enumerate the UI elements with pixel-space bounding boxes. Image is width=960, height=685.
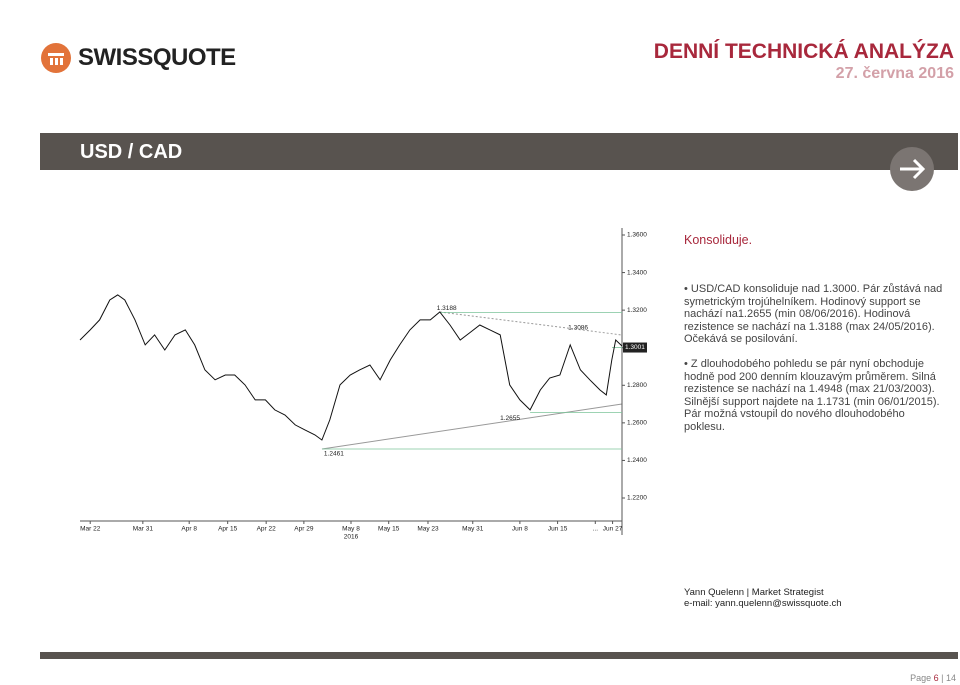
price-box xyxy=(623,342,647,353)
x-tick-label: Apr 29 xyxy=(294,526,314,533)
y-tick-label: 1.3400 xyxy=(627,269,647,276)
y-tick-label: 1.3600 xyxy=(627,232,647,239)
x-year-label: 2016 xyxy=(344,534,359,541)
date: 27. června 2016 xyxy=(835,65,954,82)
y-tick-label: 1.3200 xyxy=(627,307,647,314)
annotation-label: 1.3001 xyxy=(625,344,645,351)
page-number: Page 6 | 14 xyxy=(910,673,956,683)
y-tick-label: 1.2400 xyxy=(627,457,647,464)
x-tick-label: Apr 8 xyxy=(181,526,197,533)
analysis-text: • USD/CAD konsoliduje nad 1.3000. Pár zů… xyxy=(684,283,946,446)
logo-text: SWISSQUOTE xyxy=(78,44,236,71)
x-tick-label: May 8 xyxy=(342,526,360,533)
x-tick-label: May 15 xyxy=(378,526,400,533)
x-tick-label: Jun 8 xyxy=(512,526,528,533)
annotation-label: 1.2461 xyxy=(324,451,344,458)
email: e-mail: yann.quelenn@swissquote.ch xyxy=(684,598,842,609)
y-tick-label: 1.2200 xyxy=(627,495,647,502)
page-word: Page xyxy=(910,673,932,683)
logo-icon xyxy=(41,43,71,73)
x-tick-label: ... xyxy=(593,526,599,533)
banner xyxy=(40,133,958,170)
page-total: 14 xyxy=(945,673,956,683)
bullet: • USD/CAD konsoliduje nad 1.3000. Pár zů… xyxy=(684,283,943,346)
title: DENNÍ TECHNICKÁ ANALÝZA xyxy=(653,40,954,63)
annotation-label: 1.2655 xyxy=(500,415,520,422)
trend-line xyxy=(321,403,623,450)
bullet-text: USD/CAD konsoliduje nad 1.3000. Pár zůst… xyxy=(684,283,943,346)
x-tick-label: Apr 15 xyxy=(218,526,238,533)
analysis-heading: Konsoliduje. xyxy=(684,233,753,247)
bullet-text: Z dlouhodobého pohledu se pár nyní obcho… xyxy=(684,357,940,433)
y-tick-label: 1.2800 xyxy=(627,382,647,389)
x-tick-label: Mar 31 xyxy=(133,526,154,533)
pair: USD / CAD xyxy=(80,141,183,163)
y-tick-label: 1.2600 xyxy=(627,420,647,427)
x-tick-label: Jun 15 xyxy=(548,526,568,533)
x-tick-label: May 31 xyxy=(462,526,484,533)
x-tick-label: Jun 27 xyxy=(603,526,623,533)
trend-line xyxy=(439,311,623,336)
page-current: 6 xyxy=(933,673,939,683)
x-tick-label: Apr 22 xyxy=(257,526,277,533)
bullet: • Z dlouhodobého pohledu se pár nyní obc… xyxy=(684,357,940,433)
annotation-label: 1.3188 xyxy=(437,305,457,312)
arrow-icon xyxy=(890,147,934,191)
price-line xyxy=(79,294,623,441)
footer-bar xyxy=(40,652,958,659)
author: Yann Quelenn | Market Strategist xyxy=(684,587,824,598)
chart: 1.36001.34001.32001.30001.28001.26001.24… xyxy=(79,228,647,541)
x-tick-label: Mar 22 xyxy=(80,526,101,533)
annotation-label: 1.3086 xyxy=(568,324,588,331)
x-tick-label: May 23 xyxy=(417,526,439,533)
